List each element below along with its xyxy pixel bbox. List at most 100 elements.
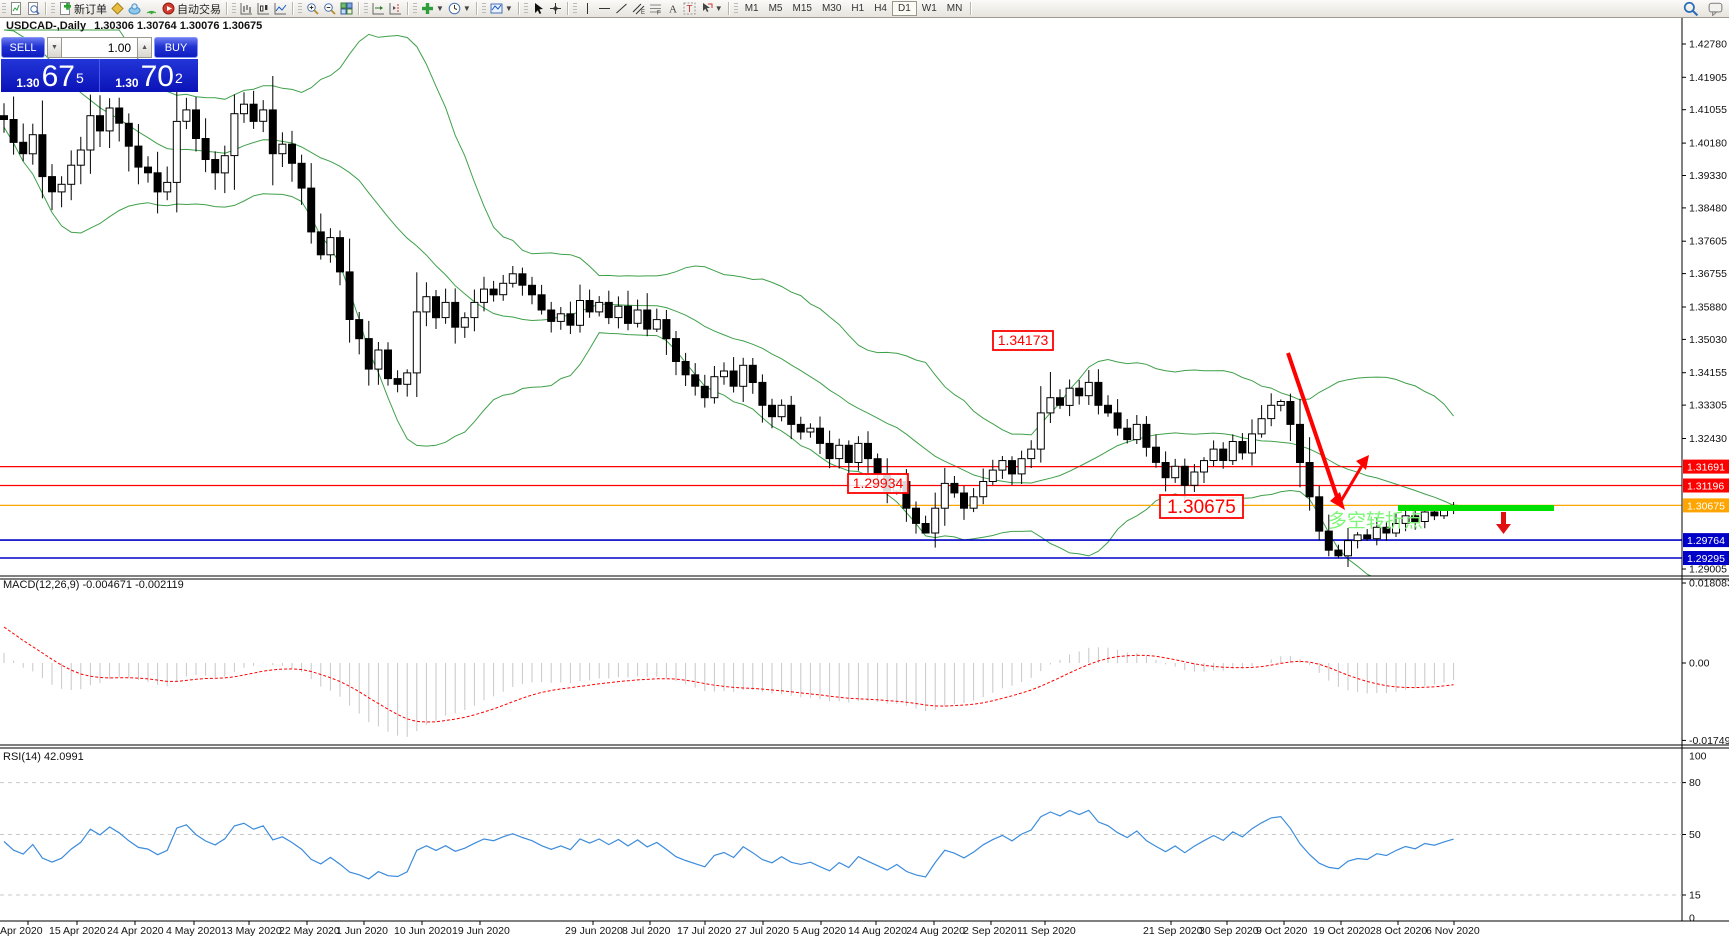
channel-button[interactable]: E xyxy=(630,1,647,17)
signal-wifi-icon xyxy=(145,2,158,15)
candle xyxy=(499,282,508,296)
candle xyxy=(1411,515,1420,522)
down-arrow-marker[interactable] xyxy=(1496,512,1511,534)
date-label: 14 Aug 2020 xyxy=(848,925,907,937)
autotrading-button[interactable]: 自动交易 xyxy=(160,1,223,17)
price-annotation-box[interactable] xyxy=(847,473,909,494)
candle xyxy=(652,319,661,330)
date-label: 24 Apr 2020 xyxy=(107,925,164,937)
indicators-add-button[interactable]: ▼ xyxy=(419,1,446,17)
toolbar-separator xyxy=(226,2,227,15)
fibo-button[interactable]: F xyxy=(647,1,664,17)
buy-price-display[interactable]: 1.30 70 2 xyxy=(115,60,183,93)
price-level-badge xyxy=(1683,478,1729,493)
sell-price-display[interactable]: 1.30 67 5 xyxy=(1,59,100,92)
crosshair-button[interactable] xyxy=(547,1,564,17)
axis-tick-label: 1.36755 xyxy=(1689,268,1727,280)
timeframe-h1-button[interactable]: H1 xyxy=(851,3,865,14)
search-button[interactable] xyxy=(1681,1,1700,17)
chart-ohlc-values: 1.30306 1.30764 1.30076 1.30675 xyxy=(94,20,263,32)
candle xyxy=(1372,526,1381,540)
candle xyxy=(163,181,172,193)
candle xyxy=(806,427,815,433)
signal-wifi-button[interactable] xyxy=(143,1,160,17)
candle xyxy=(336,237,344,273)
arrows-tool-button[interactable]: ▼ xyxy=(698,1,725,17)
text-label-button[interactable]: T xyxy=(681,1,698,17)
candle xyxy=(662,319,671,340)
timeframe-h4-button[interactable]: H4 xyxy=(874,3,887,14)
timeframe-m30-button[interactable]: M30 xyxy=(821,3,842,14)
text-a-button[interactable]: A xyxy=(664,1,681,17)
new-order-button[interactable]: 新订单 xyxy=(57,1,109,17)
candle-chart-button[interactable] xyxy=(255,1,272,17)
autoscroll-button[interactable] xyxy=(370,1,387,17)
autotrading-icon xyxy=(162,2,175,15)
turning-point-note[interactable]: 多空转折点 xyxy=(1328,510,1423,532)
timeframe-mn-button[interactable]: MN xyxy=(946,3,963,14)
timeframe-w1-button[interactable]: W1 xyxy=(921,3,937,14)
buy-button[interactable]: BUY xyxy=(154,37,199,58)
top-toolbar: 新订单 自动交易 ▼ ▼ ▼ E F A T ▼ M1 M5 M15 M30 H1 H4 D1 W1 MN xyxy=(0,0,1729,18)
timeframe-m15-button[interactable]: M15 xyxy=(792,3,812,14)
hline-button[interactable] xyxy=(596,1,613,17)
bar-chart-button[interactable] xyxy=(238,1,255,17)
volume-increase-button[interactable]: ▲ xyxy=(137,37,153,58)
toolbar-separator xyxy=(727,2,729,15)
candle xyxy=(249,103,258,122)
candle xyxy=(470,301,479,319)
candle xyxy=(316,231,325,256)
trend-arrow-line[interactable] xyxy=(1339,463,1365,502)
vline-button[interactable] xyxy=(579,1,596,17)
zoom-out-button[interactable] xyxy=(321,1,338,17)
indicators-add-icon xyxy=(421,2,434,15)
volume-decrease-button[interactable]: ▼ xyxy=(46,37,62,58)
new-chart-icon xyxy=(10,2,23,15)
candle xyxy=(979,481,988,498)
candle xyxy=(1219,448,1228,462)
zoom-in-button[interactable] xyxy=(304,1,321,17)
trend-arrow-line[interactable] xyxy=(1286,352,1339,498)
price-annotation-box[interactable] xyxy=(992,330,1054,351)
tile-windows-button[interactable] xyxy=(338,1,355,17)
axis-tick-label: 100 xyxy=(1689,751,1707,763)
green-highlight-bar[interactable] xyxy=(1398,505,1554,511)
candle xyxy=(700,385,709,399)
chart-shift-button[interactable] xyxy=(387,1,404,17)
hline-icon xyxy=(598,2,611,15)
template-button[interactable]: ▼ xyxy=(488,1,515,17)
axis-tick-label: 1.40180 xyxy=(1689,138,1727,150)
timeframe-m1-button[interactable]: M1 xyxy=(744,3,759,14)
print-preview-button[interactable] xyxy=(25,1,42,17)
candle xyxy=(124,122,133,147)
candle xyxy=(796,423,805,433)
chat-button[interactable] xyxy=(1706,1,1725,17)
new-chart-button[interactable] xyxy=(8,1,25,17)
timeframe-m5-button[interactable]: M5 xyxy=(768,3,783,14)
signals-cloud-button[interactable] xyxy=(126,1,143,17)
axis-tick-label: 1.29005 xyxy=(1689,564,1727,576)
candle xyxy=(384,349,392,380)
market-diamond-button[interactable] xyxy=(109,1,126,17)
volume-input[interactable]: 1.00 xyxy=(61,37,138,58)
trendline-button[interactable] xyxy=(613,1,630,17)
candle xyxy=(57,183,66,193)
candle xyxy=(1305,462,1314,498)
date-label: 22 May 2020 xyxy=(279,925,340,937)
candle xyxy=(172,120,181,183)
candle xyxy=(297,162,306,189)
timeframe-d1-button[interactable]: D1 xyxy=(892,1,917,16)
candle xyxy=(1267,404,1276,420)
candle xyxy=(1200,460,1208,473)
chevron-down-icon: ▼ xyxy=(504,3,513,13)
price-level-badge xyxy=(1683,459,1729,474)
price-annotation-box[interactable] xyxy=(1159,494,1244,519)
cursor-button[interactable] xyxy=(530,1,547,17)
date-label: 9 Oct 2020 xyxy=(1256,925,1308,937)
candle xyxy=(816,427,824,444)
periods-clock-button[interactable]: ▼ xyxy=(446,1,473,17)
line-chart-button[interactable] xyxy=(272,1,289,17)
zoom-in-icon xyxy=(306,2,319,15)
sell-button[interactable]: SELL xyxy=(1,37,46,58)
